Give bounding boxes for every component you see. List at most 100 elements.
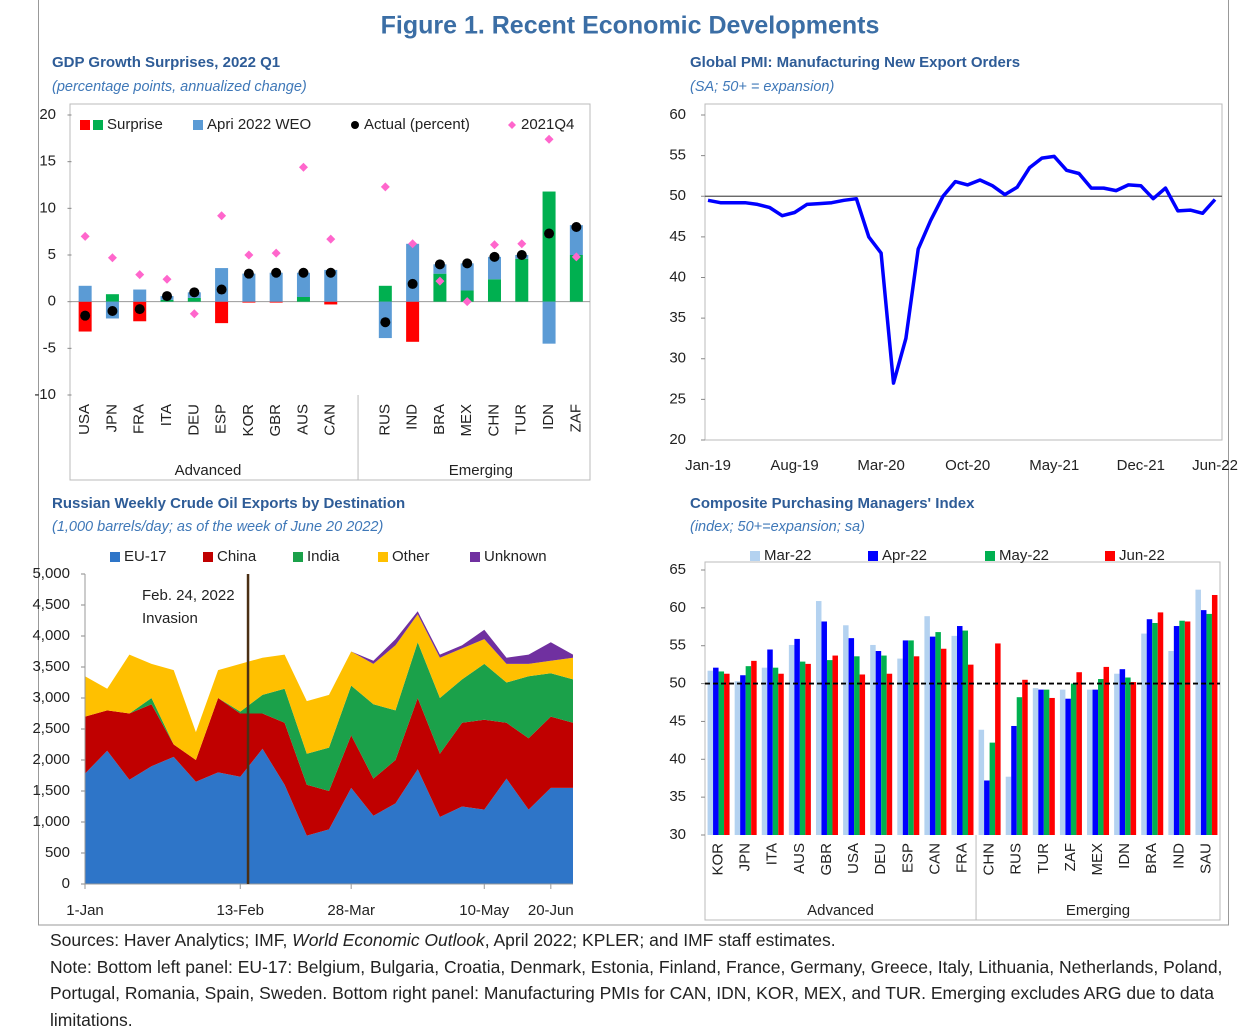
x-tick-label: May-21 <box>1029 457 1079 474</box>
bar <box>1157 612 1164 835</box>
category-label: JPN <box>103 404 120 432</box>
category-label: CHN <box>485 404 502 437</box>
category-label: TUR <box>513 404 530 435</box>
y-tick-label: 2,500 <box>32 720 70 737</box>
legend-label: Surprise <box>107 116 163 133</box>
bar <box>718 671 725 835</box>
actual-dot <box>380 317 391 328</box>
diamond-marker <box>162 274 172 284</box>
bar <box>940 648 947 835</box>
y-tick-label: 60 <box>669 599 686 616</box>
bar-segment <box>133 289 147 302</box>
bar <box>995 643 1001 835</box>
category-label: KOR <box>710 843 727 876</box>
category-label: ESP <box>899 843 916 873</box>
bar <box>1206 613 1212 835</box>
diamond-marker <box>217 211 227 221</box>
category-label: USA <box>76 404 93 435</box>
legend-label: Apri 2022 WEO <box>207 116 311 133</box>
legend-swatch <box>378 552 388 562</box>
bar <box>984 780 990 835</box>
legend-marker <box>351 121 359 129</box>
diamond-marker <box>517 239 527 249</box>
legend-swatch <box>470 552 480 562</box>
x-tick-label: 1-Jan <box>66 902 104 919</box>
y-tick-label: 0 <box>62 875 70 892</box>
legend-label: May-22 <box>999 547 1049 564</box>
bar <box>1103 666 1110 835</box>
category-label: IND <box>404 404 421 430</box>
bar-segment <box>487 279 501 302</box>
actual-dot <box>107 306 118 316</box>
legend-swatch <box>203 552 213 562</box>
legend-label: Unknown <box>484 548 547 565</box>
legend-label: Actual (percent) <box>364 116 470 133</box>
bar <box>859 674 866 835</box>
diamond-marker <box>408 239 418 249</box>
bar <box>1022 679 1028 835</box>
actual-dot <box>162 291 173 302</box>
bar <box>978 729 985 835</box>
bar <box>778 673 784 835</box>
bar <box>924 616 930 835</box>
diamond-marker <box>135 270 145 280</box>
category-label: DEU <box>872 843 889 875</box>
y-tick-label: -5 <box>43 339 56 356</box>
bar-segment <box>78 285 92 302</box>
sources-text: , April 2022; KPLER; and IMF staff estim… <box>484 930 836 950</box>
actual-dot <box>134 304 145 315</box>
category-label: ITA <box>764 843 781 865</box>
bar <box>767 649 773 835</box>
category-label: CAN <box>322 404 339 436</box>
diamond-marker <box>571 252 581 262</box>
y-tick-label: 3,000 <box>32 689 70 706</box>
legend-label: EU-17 <box>124 548 167 565</box>
bar <box>1141 633 1147 835</box>
footer: Sources: Haver Analytics; IMF, World Eco… <box>50 927 1230 1033</box>
category-label: AUS <box>294 404 311 435</box>
bar <box>1211 594 1218 835</box>
legend-label: Apr-22 <box>882 547 927 564</box>
bar <box>1043 689 1050 835</box>
legend-label: Other <box>392 548 430 565</box>
bar-segment <box>487 256 501 280</box>
bar <box>1032 688 1039 835</box>
bar <box>935 632 941 835</box>
bar <box>724 673 730 835</box>
area-layer <box>85 614 573 760</box>
x-tick-label: Jan-19 <box>685 457 731 474</box>
y-tick-label: 40 <box>669 268 686 285</box>
bar <box>799 661 806 835</box>
y-tick-label: 45 <box>669 228 686 245</box>
bar <box>1098 679 1104 835</box>
annotation: Invasion <box>142 610 198 627</box>
diamond-marker <box>544 134 554 144</box>
y-tick-label: 15 <box>39 153 56 170</box>
bar <box>761 667 768 835</box>
category-label: TUR <box>1035 843 1052 874</box>
y-tick-label: 500 <box>45 844 70 861</box>
y-tick-label: 4,500 <box>32 596 70 613</box>
bar <box>734 681 741 835</box>
bar <box>1092 689 1099 835</box>
group-label: Advanced <box>175 462 242 479</box>
bar <box>1076 672 1082 835</box>
diamond-marker <box>298 162 308 172</box>
bar <box>1184 621 1191 835</box>
bar-segment <box>569 255 583 302</box>
y-tick-label: 35 <box>669 309 686 326</box>
x-tick-label: 20-Jun <box>528 902 574 919</box>
bar <box>957 626 963 835</box>
y-tick-label: 5,000 <box>32 565 70 582</box>
category-label: ZAF <box>567 404 584 432</box>
bar <box>1119 669 1126 835</box>
bar-segment <box>215 301 229 324</box>
panel-subtitle: (percentage points, annualized change) <box>52 79 307 95</box>
bar-segment <box>406 243 420 302</box>
bar <box>1070 683 1077 835</box>
bar <box>772 667 779 835</box>
panel-subtitle: (SA; 50+ = expansion) <box>690 79 834 95</box>
figure: Figure 1. Recent Economic Developments G… <box>32 0 1238 926</box>
bar-segment <box>460 263 474 291</box>
